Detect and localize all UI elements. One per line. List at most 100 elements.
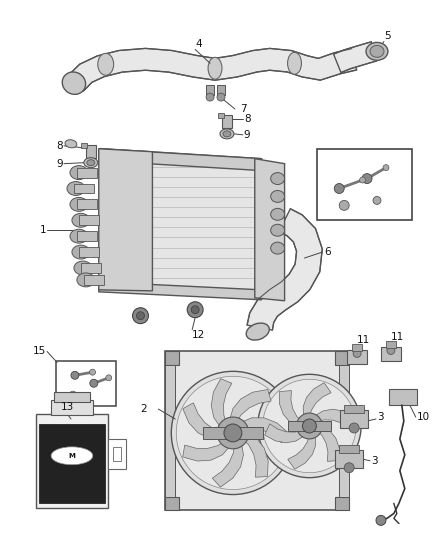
Polygon shape [265,424,304,443]
Polygon shape [230,390,271,423]
Ellipse shape [84,158,98,168]
Bar [81,143,87,148]
Circle shape [90,379,98,387]
Ellipse shape [223,131,231,137]
Ellipse shape [72,245,90,259]
Text: 15: 15 [33,346,46,357]
Bar [108,439,126,469]
Ellipse shape [271,173,285,184]
Bar [340,410,368,428]
Ellipse shape [74,261,92,275]
Bar [36,414,108,508]
Text: 5: 5 [384,31,391,42]
Text: 9: 9 [57,159,63,168]
Bar [218,113,224,118]
Bar [335,351,349,365]
Polygon shape [183,440,230,461]
Circle shape [187,302,203,318]
Circle shape [206,93,214,101]
Ellipse shape [271,190,285,203]
Ellipse shape [370,45,384,58]
Bar [339,365,349,497]
Circle shape [176,376,290,490]
Ellipse shape [70,166,88,180]
Ellipse shape [208,58,222,79]
Ellipse shape [67,182,85,196]
Text: 8: 8 [57,141,63,151]
Bar [165,497,179,511]
Circle shape [191,306,199,314]
Text: 1: 1 [39,225,46,235]
Circle shape [71,372,79,379]
Polygon shape [242,433,268,477]
Circle shape [224,424,242,442]
Bar [74,183,94,193]
Bar [165,351,179,365]
Polygon shape [211,378,232,427]
Bar [56,361,116,406]
Bar [288,421,331,431]
Bar [54,392,90,402]
Ellipse shape [77,273,95,287]
Bar [165,351,349,511]
Bar [335,497,349,511]
Text: 4: 4 [195,39,202,50]
Ellipse shape [62,72,85,94]
Polygon shape [255,159,285,301]
Bar [206,85,214,95]
Text: 8: 8 [244,114,251,124]
Polygon shape [99,282,262,300]
Polygon shape [247,209,322,330]
Ellipse shape [98,53,114,75]
Bar [217,85,225,95]
Text: 11: 11 [357,335,371,344]
Bar [318,149,412,220]
Polygon shape [242,418,289,443]
Bar [352,343,362,351]
Circle shape [133,308,148,324]
Ellipse shape [70,197,88,212]
Ellipse shape [65,140,77,148]
Circle shape [217,417,249,449]
Text: 2: 2 [141,404,147,414]
Circle shape [297,413,322,439]
Text: 10: 10 [417,412,430,422]
Bar [222,115,232,128]
Text: 13: 13 [61,402,74,412]
Circle shape [349,423,359,433]
Text: 6: 6 [324,247,331,257]
Circle shape [383,165,389,171]
Ellipse shape [366,43,388,60]
Text: 3: 3 [371,456,378,466]
Circle shape [387,346,395,354]
Bar [79,215,99,225]
Polygon shape [212,443,244,487]
Circle shape [362,174,372,183]
Polygon shape [183,403,223,439]
Bar [347,351,367,365]
Circle shape [339,200,349,211]
Bar [51,400,93,415]
Polygon shape [99,149,152,291]
Polygon shape [303,383,331,418]
Polygon shape [68,49,357,91]
Text: M: M [68,453,75,459]
Ellipse shape [87,160,95,166]
Bar [81,263,101,273]
Circle shape [344,463,354,473]
Bar [344,405,364,413]
Bar [84,275,104,285]
Text: 12: 12 [192,329,205,340]
Polygon shape [316,426,339,462]
Bar [203,427,263,439]
Circle shape [334,183,344,193]
Polygon shape [315,409,354,428]
Polygon shape [101,149,260,298]
Circle shape [106,375,112,381]
Circle shape [373,197,381,204]
Ellipse shape [288,52,301,74]
Polygon shape [279,391,303,426]
Bar [86,145,96,158]
Bar [165,365,175,497]
Ellipse shape [271,224,285,236]
